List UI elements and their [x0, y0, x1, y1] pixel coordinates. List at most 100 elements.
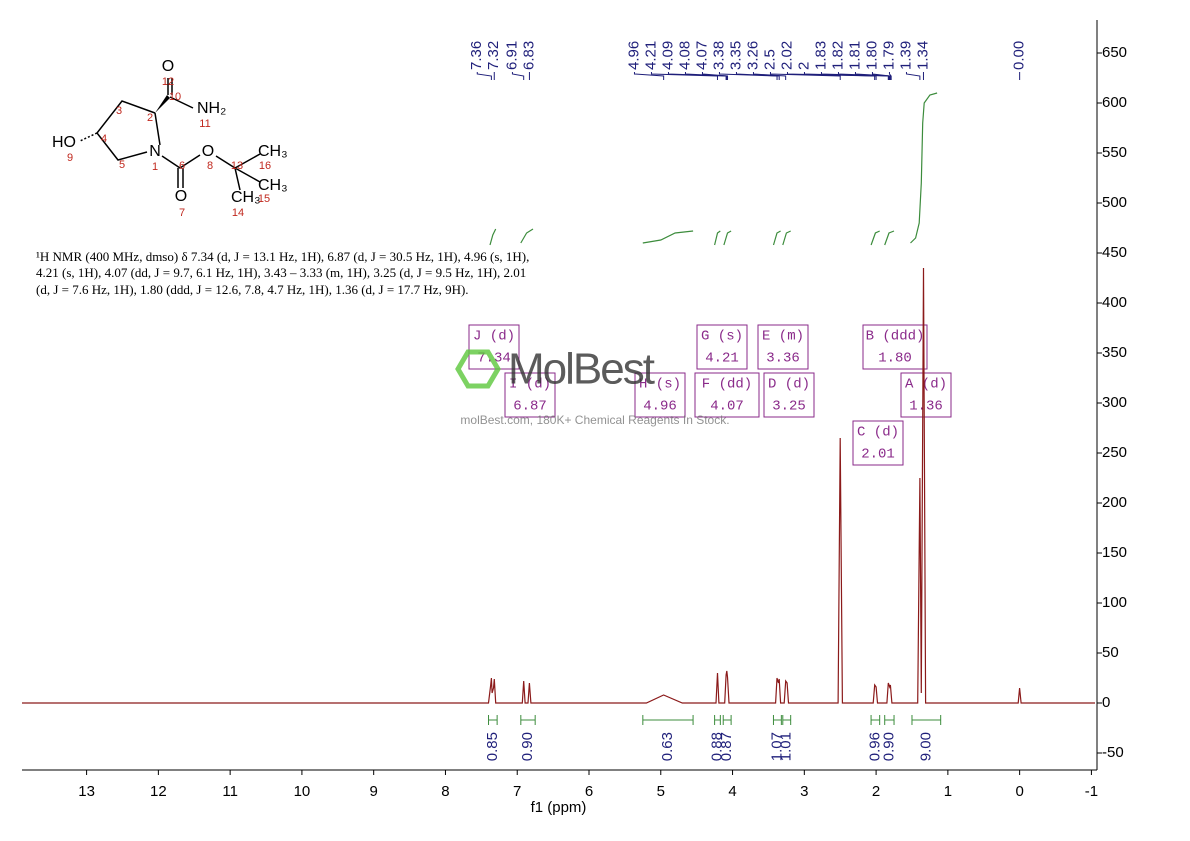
series-line	[22, 267, 1095, 704]
atom: CH₃	[258, 177, 288, 194]
peak-label: 4.07	[693, 41, 710, 70]
peak-connector	[684, 72, 728, 80]
watermark-text: molBest.com, 180K+ Chemical Reagents In …	[460, 413, 729, 427]
x-tick-label: 13	[78, 783, 95, 800]
multiplet-value: 4.21	[705, 351, 739, 367]
atom-number: 16	[259, 160, 271, 172]
integral-label: 0.90	[519, 732, 536, 761]
atom-number: 15	[258, 193, 270, 205]
multiplet-name: B (ddd)	[866, 329, 925, 345]
x-tick-label: 4	[728, 783, 736, 800]
atom: O	[162, 58, 174, 75]
integral-bracket	[870, 715, 881, 725]
x-tick-label: 11	[222, 783, 238, 800]
carbamate-bonds	[161, 153, 261, 191]
x-tick-label: 0	[1015, 783, 1023, 800]
peak-connector	[888, 72, 892, 80]
multiplet-box	[694, 372, 760, 418]
peak-label: 2	[795, 62, 812, 70]
description-line: ¹H NMR (400 MHz, dmso) δ 7.34 (d, J = 13…	[36, 249, 529, 264]
y-tick-label: 550	[1102, 144, 1127, 161]
integral-bracket	[488, 715, 498, 725]
structure: O NH₂ HO N O CH₃ CH₃ O CH₃ 12 10 11 3 2 …	[52, 58, 288, 219]
peak-label: 4.96	[625, 41, 642, 70]
y-tick-label: 50	[1102, 644, 1119, 661]
multiplet-boxes: J (d)7.34I (d)6.87H (s)4.96G (s)4.21F (d…	[468, 324, 952, 466]
atom: NH₂	[197, 100, 226, 117]
atom-number: 6	[179, 160, 185, 172]
atom-number: 4	[101, 133, 107, 145]
y-tick-label: 300	[1102, 394, 1127, 411]
multiplet-box	[763, 372, 815, 418]
integral-bracket	[714, 715, 721, 725]
atom: O	[202, 143, 214, 160]
integral-bracket	[884, 715, 895, 725]
y-tick-label: 200	[1102, 494, 1127, 511]
multiplet-box	[757, 324, 809, 370]
peak-label: 4.08	[676, 41, 693, 70]
integral-label: 1.01	[778, 732, 795, 761]
multiplet-name: H (s)	[639, 377, 681, 393]
plot: 13 12 11 10 9 8 7 6 5 4 3 2 1 0 -1f1 (ppm)650600550500…	[22, 20, 1127, 816]
y-tick-label: 100	[1102, 594, 1127, 611]
multiplet-box	[852, 420, 904, 466]
integral-label: 1.07	[768, 732, 785, 761]
y-tick-label: 350	[1102, 344, 1127, 361]
atom: CH₃	[231, 189, 261, 206]
atom-number: 1	[152, 161, 158, 173]
multiplet-value: 1.36	[909, 399, 943, 415]
x-tick-label: 8	[441, 783, 449, 800]
multiplet-value: 3.25	[772, 399, 806, 415]
description-line: 4.21 (s, 1H), 4.07 (dd, J = 9.7, 6.1 Hz,…	[36, 265, 526, 280]
integral-bracket	[782, 715, 792, 725]
peak-connector	[511, 72, 525, 80]
peak-label: 2.02	[778, 41, 795, 70]
atom: N	[149, 143, 161, 160]
atom: O	[175, 188, 187, 205]
peak-connector	[701, 72, 729, 80]
x-tick-label: 2	[872, 783, 880, 800]
peak-connector	[769, 72, 841, 80]
multiplet-box	[504, 372, 556, 418]
watermark-logo-text: MolBest	[508, 345, 655, 394]
peak-label: 3.38	[710, 41, 727, 70]
peak-label: 6.91	[503, 41, 520, 70]
x-tick-label: 5	[657, 783, 665, 800]
y-tick-label: -50	[1102, 744, 1124, 761]
multiplet-name: E (m)	[762, 329, 804, 345]
atom: CH₃	[258, 143, 288, 160]
peak-connector	[837, 72, 890, 80]
x-tick-label: 10	[294, 783, 311, 800]
peak-label: 1.82	[829, 41, 846, 70]
y-tick-label: 0	[1102, 694, 1110, 711]
peak-label: 6.83	[520, 41, 537, 70]
peak-label: 1.39	[897, 41, 914, 70]
multiplet-name: F (dd)	[702, 377, 752, 393]
amide-bonds	[167, 78, 194, 109]
integral-label: 0.96	[866, 732, 883, 761]
y-tick-label: 650	[1102, 44, 1127, 61]
multiplet-box	[696, 324, 748, 370]
multiplet-name: A (d)	[905, 377, 947, 393]
peak-connector	[871, 72, 891, 80]
x-axis-label: f1 (ppm)	[531, 799, 587, 816]
x-tick-label: 9	[370, 783, 378, 800]
integral-label: 0.63	[659, 732, 676, 761]
integral-bracket	[642, 715, 694, 725]
peak-label: 1.79	[880, 41, 897, 70]
peak-label: 1.83	[812, 41, 829, 70]
integral-bracket	[722, 715, 732, 725]
x-tick-label: 12	[150, 783, 167, 800]
y-tick-label: 450	[1102, 244, 1127, 261]
atom-number: 3	[116, 105, 122, 117]
integral-bracket	[520, 715, 536, 725]
multiplet-name: D (d)	[768, 377, 810, 393]
peak-label: 0.00	[1011, 41, 1028, 70]
watermark: MolBest molBest.com, 180K+ Chemical Reag…	[455, 345, 730, 427]
peak-label: 4.09	[659, 41, 676, 70]
y-tick-label: 250	[1102, 444, 1127, 461]
peak-connector	[476, 72, 492, 80]
multiplet-value: 4.96	[643, 399, 677, 415]
peak-label: 1.80	[863, 41, 880, 70]
multiplet-name: I (d)	[509, 377, 551, 393]
